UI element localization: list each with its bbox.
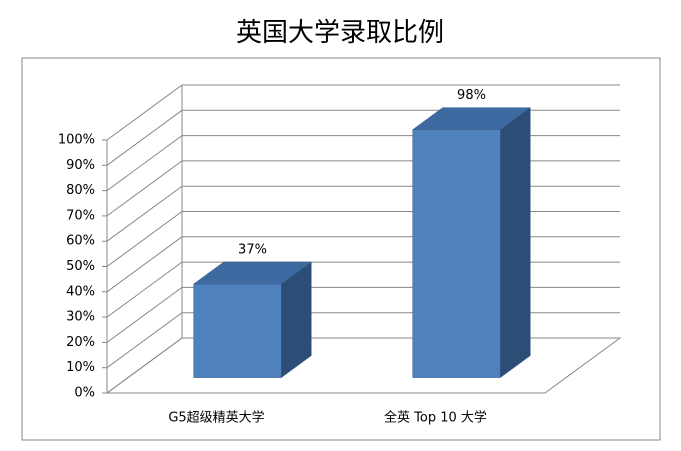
bar-side <box>500 107 531 379</box>
y-tick-label: 100% <box>58 133 95 148</box>
grid-line <box>106 312 620 369</box>
x-tick-label: 全英 Top 10 大学 <box>384 410 487 426</box>
y-tick-label: 80% <box>66 183 95 198</box>
x-tick-label: G5超级精英大学 <box>168 410 264 426</box>
floor <box>105 337 622 394</box>
grid-line <box>106 211 620 267</box>
y-tick-label: 90% <box>66 158 95 173</box>
value-label: 37% <box>238 242 267 257</box>
y-tick-label: 40% <box>66 284 95 299</box>
grid-line <box>106 236 620 293</box>
y-tick-label: 0% <box>74 386 95 401</box>
y-tick-label: 10% <box>66 360 95 375</box>
grid-line <box>106 160 620 217</box>
y-tick-label: 50% <box>66 259 95 274</box>
bar <box>192 261 313 379</box>
chart-title: 英国大学录取比例 <box>236 18 444 48</box>
grid-line <box>106 185 620 242</box>
y-tick-label: 20% <box>66 335 95 350</box>
grid-line <box>106 109 620 166</box>
bar-front <box>412 129 501 378</box>
bar <box>411 107 532 379</box>
grid-line <box>106 286 620 343</box>
y-tick-label: 70% <box>66 208 95 223</box>
grid-line <box>106 261 620 318</box>
y-tick-label: 60% <box>66 234 95 249</box>
grid-line <box>106 135 620 192</box>
y-tick-label: 30% <box>66 310 95 325</box>
chart-border <box>21 57 661 441</box>
value-label: 98% <box>457 88 486 103</box>
grid-line <box>106 84 620 141</box>
grid-line <box>106 337 620 394</box>
bar-front <box>193 283 282 378</box>
bar-side <box>281 261 312 379</box>
